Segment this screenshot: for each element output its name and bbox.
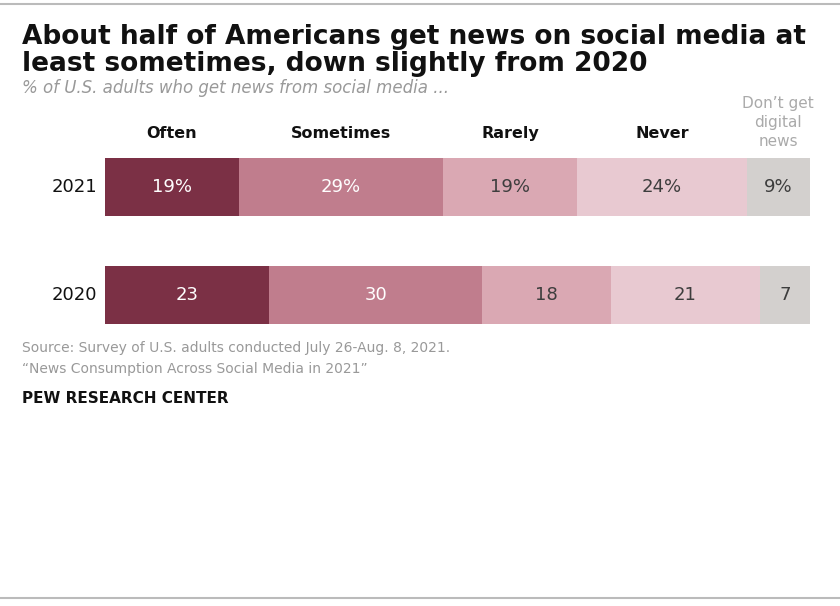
Text: 29%: 29% (321, 178, 361, 196)
Text: 2021: 2021 (51, 178, 97, 196)
Text: Sometimes: Sometimes (291, 126, 391, 141)
Text: 30: 30 (365, 286, 387, 304)
Text: PEW RESEARCH CENTER: PEW RESEARCH CENTER (22, 391, 228, 406)
Text: Don’t get
digital
news: Don’t get digital news (743, 96, 814, 150)
Bar (577, 158, 747, 216)
Bar (760, 266, 810, 324)
Text: 21: 21 (674, 286, 697, 304)
Text: 2020: 2020 (51, 286, 97, 304)
Bar (105, 266, 269, 324)
Text: Often: Often (147, 126, 197, 141)
Bar (105, 158, 239, 216)
Bar (611, 266, 760, 324)
Bar (444, 158, 577, 216)
Text: 23: 23 (176, 286, 198, 304)
Bar (747, 158, 810, 216)
Text: About half of Americans get news on social media at: About half of Americans get news on soci… (22, 24, 806, 50)
Bar (482, 266, 611, 324)
Bar (269, 266, 482, 324)
Text: least sometimes, down slightly from 2020: least sometimes, down slightly from 2020 (22, 51, 648, 77)
Text: 18: 18 (535, 286, 558, 304)
Text: 19%: 19% (152, 178, 192, 196)
Bar (239, 158, 444, 216)
Text: 9%: 9% (764, 178, 793, 196)
Text: Rarely: Rarely (481, 126, 539, 141)
Text: Source: Survey of U.S. adults conducted July 26-Aug. 8, 2021.
“News Consumption : Source: Survey of U.S. adults conducted … (22, 341, 450, 376)
Text: Never: Never (635, 126, 689, 141)
Text: 7: 7 (780, 286, 790, 304)
Text: % of U.S. adults who get news from social media ...: % of U.S. adults who get news from socia… (22, 79, 449, 97)
Text: 24%: 24% (642, 178, 682, 196)
Text: 19%: 19% (491, 178, 530, 196)
